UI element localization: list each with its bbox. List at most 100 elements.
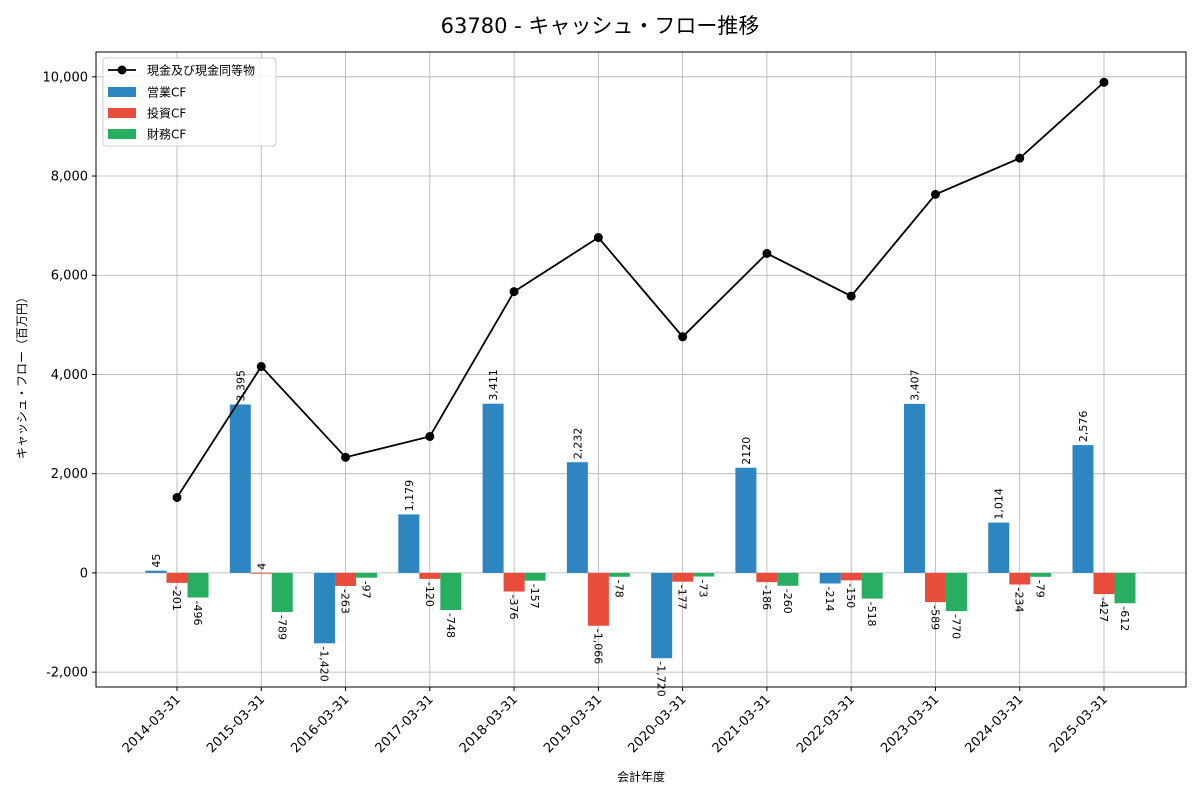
bar: [398, 514, 420, 573]
data-label: -789: [275, 615, 288, 640]
cash-point: [678, 332, 688, 342]
bar: [419, 572, 441, 579]
y-axis-label: キャッシュ・フロー（百万円）: [15, 291, 29, 459]
bar: [756, 572, 778, 583]
data-label: -150: [844, 583, 857, 608]
x-axis-label: 会計年度: [617, 769, 665, 784]
data-label: 2,576: [1077, 411, 1090, 443]
data-label: -589: [928, 605, 941, 630]
cash-point: [593, 233, 603, 243]
data-label: -97: [360, 581, 373, 599]
data-label: -518: [865, 602, 878, 627]
bar: [482, 403, 504, 573]
bar: [861, 572, 883, 599]
legend-swatch: [108, 87, 136, 97]
legend-swatch: [108, 108, 136, 118]
data-label: 3,411: [487, 369, 500, 401]
cash-point: [1015, 153, 1025, 163]
bar: [524, 572, 546, 581]
bar: [840, 572, 862, 581]
legend-label: 投資CF: [147, 106, 186, 121]
bar: [693, 572, 715, 577]
data-label: 1,014: [993, 488, 1006, 520]
x-tick-label: 2014-03-31: [120, 692, 184, 756]
bar: [651, 572, 673, 659]
x-axis: 2014-03-31 2015-03-31 2016-03-31 2017-03-31…: [120, 687, 1111, 756]
data-label: -376: [507, 595, 520, 620]
data-label: -157: [528, 584, 541, 609]
x-tick-label: 2016-03-31: [288, 692, 352, 756]
data-label: -78: [612, 580, 625, 598]
data-label: -177: [676, 585, 689, 610]
x-tick-label: 2021-03-31: [710, 692, 774, 756]
data-label: -214: [823, 587, 836, 612]
data-label: -73: [697, 580, 710, 598]
cash-point: [172, 492, 182, 502]
chart-title: 63780 - キャッシュ・フロー推移: [441, 14, 760, 38]
x-tick-label: 2023-03-31: [878, 692, 942, 756]
bar: [250, 572, 272, 574]
data-label: 2,232: [571, 428, 584, 460]
legend-box: [102, 57, 277, 147]
bar: [903, 403, 925, 573]
bar: [819, 572, 841, 584]
data-label: -1,420: [318, 646, 331, 681]
data-label: -186: [760, 585, 773, 610]
bar: [1030, 572, 1052, 577]
data-label: -748: [444, 613, 457, 638]
bar: [608, 572, 630, 577]
data-label: -612: [1118, 606, 1131, 631]
x-tick-label: 2017-03-31: [373, 692, 437, 756]
cash-point: [425, 431, 435, 441]
bar: [988, 522, 1010, 573]
legend-swatch: [108, 129, 136, 139]
data-label: -1,066: [591, 629, 604, 664]
bar: [145, 570, 167, 573]
data-label: -79: [1034, 580, 1047, 598]
cash-point: [930, 189, 940, 199]
data-label: 2120: [740, 437, 753, 465]
x-tick-label: 2022-03-31: [794, 692, 858, 756]
cash-line: [176, 81, 1105, 498]
data-label: -201: [170, 586, 183, 611]
cash-point: [509, 287, 519, 297]
data-label: 3,395: [234, 370, 247, 402]
bar: [356, 572, 378, 578]
x-tick-label: 2025-03-31: [1047, 692, 1111, 756]
x-tick-label: 2020-03-31: [625, 692, 689, 756]
y-tick-label: 10,000: [43, 70, 89, 85]
y-tick-label: 4,000: [51, 368, 88, 383]
y-tick-label: 0: [80, 566, 88, 581]
legend-label: 財務CF: [147, 127, 186, 142]
y-tick-label: -2,000: [46, 666, 88, 681]
cash-point: [762, 248, 772, 258]
bar: [735, 467, 757, 573]
data-label: -260: [781, 589, 794, 614]
bar: [1114, 572, 1136, 604]
legend-label: 営業CF: [147, 86, 186, 100]
bars-layer: [145, 403, 1136, 659]
cash-point: [846, 291, 856, 301]
bar: [187, 572, 209, 598]
bar: [271, 572, 293, 613]
data-label: -263: [339, 589, 352, 614]
bar: [1093, 572, 1115, 595]
data-label: 4: [255, 563, 268, 570]
bar: [229, 404, 251, 573]
data-label: -1,720: [655, 661, 668, 696]
x-tick-label: 2018-03-31: [457, 692, 521, 756]
bar: [503, 572, 525, 592]
cash-point: [341, 452, 351, 462]
cash-point: [1099, 77, 1109, 87]
data-label: -427: [1097, 597, 1110, 622]
line-layer: [172, 77, 1109, 502]
bar: [440, 572, 462, 611]
legend-line-marker: [117, 65, 127, 75]
bar: [777, 572, 799, 586]
bar: [566, 462, 588, 573]
bar: [335, 572, 357, 586]
x-tick-label: 2015-03-31: [204, 692, 268, 756]
bar: [166, 572, 188, 583]
x-tick-label: 2019-03-31: [541, 692, 605, 756]
